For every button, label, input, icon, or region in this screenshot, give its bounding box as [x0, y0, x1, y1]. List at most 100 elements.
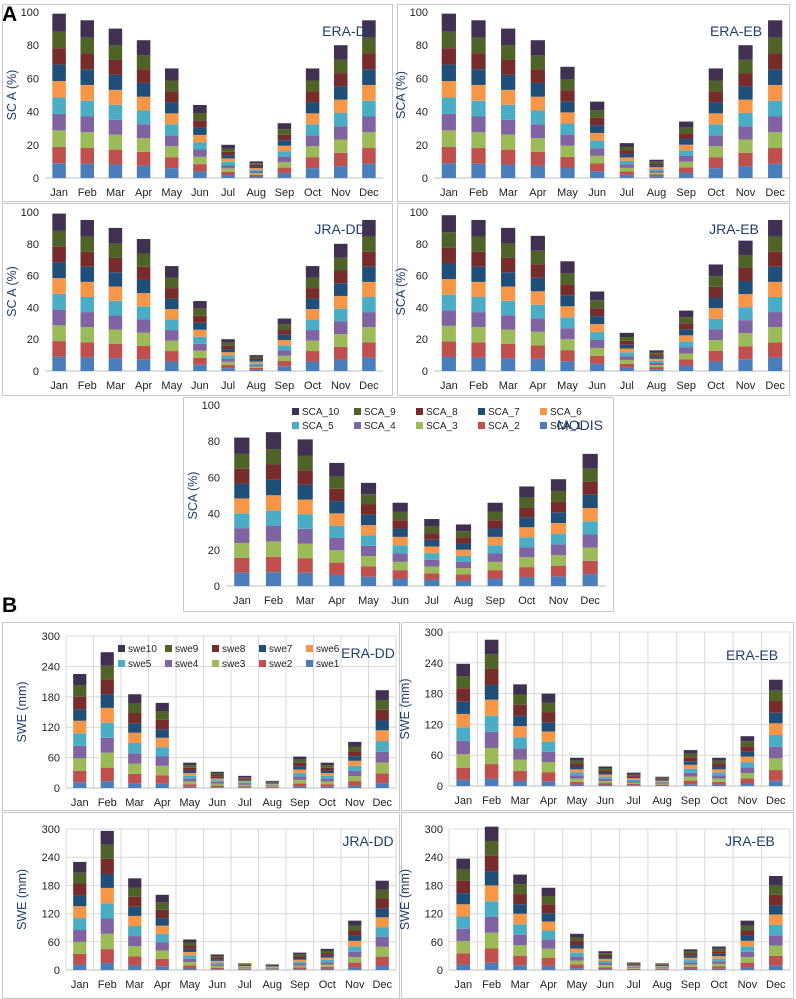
bar-segment-swe10: [128, 694, 142, 704]
bar-segment-sca_8: [392, 520, 408, 529]
bar-segment-sca_1: [221, 368, 235, 371]
bar-segment-sca_2: [619, 171, 634, 175]
bar-segment-sca_3: [305, 146, 320, 158]
bar-segment-sca_7: [560, 295, 575, 307]
bar-segment-swe10: [484, 639, 499, 655]
bar-segment-swe8: [293, 762, 307, 767]
bar-segment-sca_6: [501, 89, 516, 105]
bar-segment-sca_1: [329, 574, 345, 586]
bar-segment-swe7: [73, 895, 87, 907]
bar-segment-swe8: [238, 778, 252, 780]
x-tick-label: Jul: [238, 797, 252, 809]
bar-segment-sca_6: [738, 294, 753, 308]
y-tick-label: 240: [425, 658, 443, 670]
bar-segment-swe8: [712, 763, 726, 767]
bar-segment-sca_5: [708, 124, 723, 136]
bar-segment-sca_1: [619, 174, 634, 178]
bar-segment-sca_4: [471, 116, 486, 133]
bar-segment-swe3: [570, 960, 584, 965]
x-tick-label: Jan: [71, 979, 89, 991]
bar-segment-sca_8: [424, 533, 440, 540]
y-tick-label: 0: [54, 965, 60, 977]
bar-segment-sca_3: [424, 566, 440, 574]
bar-segment-swe9: [570, 937, 584, 942]
bar-segment-sca_8: [193, 120, 207, 128]
bar-segment-sca_7: [277, 334, 292, 341]
bar-segment-swe5: [348, 946, 362, 952]
bar-segment-swe1: [128, 783, 142, 788]
bar-segment-sca_4: [362, 116, 376, 133]
bar-segment-swe4: [541, 751, 556, 762]
bar-segment-swe1: [740, 967, 755, 970]
x-tick-label: Aug: [246, 187, 266, 199]
bar-segment-sca_6: [305, 113, 320, 125]
bar-segment-sca_5: [501, 104, 516, 120]
bar-segment-sca_7: [501, 272, 516, 287]
bar-segment-sca_7: [619, 344, 634, 349]
bar-segment-swe6: [238, 780, 252, 783]
bar-segment-sca_10: [221, 144, 235, 149]
bar-segment-swe1: [712, 784, 726, 786]
bar-segment-swe8: [155, 909, 169, 919]
bar-segment-sca_10: [679, 310, 694, 318]
bar-segment-sca_1: [560, 167, 575, 178]
x-tick-label: Sep: [676, 187, 696, 199]
bar-segment-sca_10: [362, 20, 376, 38]
bar-segment-sca_10: [590, 291, 605, 301]
bar-segment-sca_2: [441, 146, 456, 164]
bar-segment-swe4: [320, 778, 334, 782]
bar-segment-sca_10: [265, 432, 282, 450]
bar-segment-swe5: [265, 784, 279, 786]
bar-segment-sca_2: [590, 355, 605, 364]
bar-segment-swe8: [626, 775, 641, 777]
bar-segment-swe6: [626, 965, 641, 967]
bar-segment-sca_1: [560, 361, 575, 371]
bar-segment-swe7: [375, 720, 389, 731]
bar-segment-sca_6: [582, 508, 598, 522]
bar-segment-sca_9: [590, 110, 605, 118]
bar-segment-swe1: [293, 969, 307, 970]
bar-segment-swe7: [484, 871, 499, 886]
bar-segment-sca_6: [708, 308, 723, 319]
bar-segment-sca_3: [333, 334, 348, 347]
bar-segment-sca_10: [249, 355, 264, 357]
x-tick-label: Nov: [736, 380, 756, 392]
bar-segment-sca_4: [708, 135, 723, 147]
bar-segment-sca_2: [530, 151, 545, 166]
bar-segment-swe9: [456, 676, 471, 689]
bar-segment-swe1: [541, 781, 556, 786]
bar-segment-swe9: [100, 844, 114, 859]
bar-segment-swe9: [626, 773, 641, 776]
x-tick-label: Dec: [372, 797, 392, 809]
bar-segment-sca_1: [619, 367, 634, 371]
bar-segment-swe2: [655, 969, 669, 970]
bar-segment-sca_5: [362, 100, 376, 117]
y-tick-label: 240: [42, 852, 60, 864]
bar-segment-sca_4: [471, 312, 486, 328]
bar-segment-sca_5: [193, 336, 207, 344]
bar-segment-swe7: [598, 772, 613, 775]
bar-segment-swe2: [348, 781, 362, 786]
bar-segment-swe3: [375, 946, 389, 957]
x-tick-label: Apr: [529, 187, 546, 199]
bar-segment-swe5: [626, 779, 641, 782]
bar-segment-sca_5: [329, 525, 345, 538]
bar-segment-swe10: [73, 674, 87, 686]
bar-segment-swe2: [100, 949, 114, 964]
bar-segment-sca_9: [392, 511, 408, 521]
bar-segment-swe7: [238, 779, 252, 781]
y-tick-label: 60: [431, 750, 443, 762]
x-tick-label: Jun: [191, 380, 209, 392]
bar-segment-sca_4: [52, 113, 66, 131]
bar-segment-swe7: [598, 957, 613, 959]
bar-segment-sca_9: [590, 300, 605, 309]
bar-segment-sca_3: [136, 332, 151, 346]
bar-segment-sca_5: [333, 308, 348, 322]
y-tick-label: 180: [42, 692, 60, 704]
bar-segment-sca_6: [471, 281, 486, 297]
bar-segment-swe5: [740, 762, 755, 768]
bar-segment-sca_3: [193, 156, 207, 165]
bar-segment-sca_10: [249, 161, 264, 164]
bar-segment-swe8: [768, 894, 783, 906]
x-tick-label: Mar: [499, 187, 518, 199]
